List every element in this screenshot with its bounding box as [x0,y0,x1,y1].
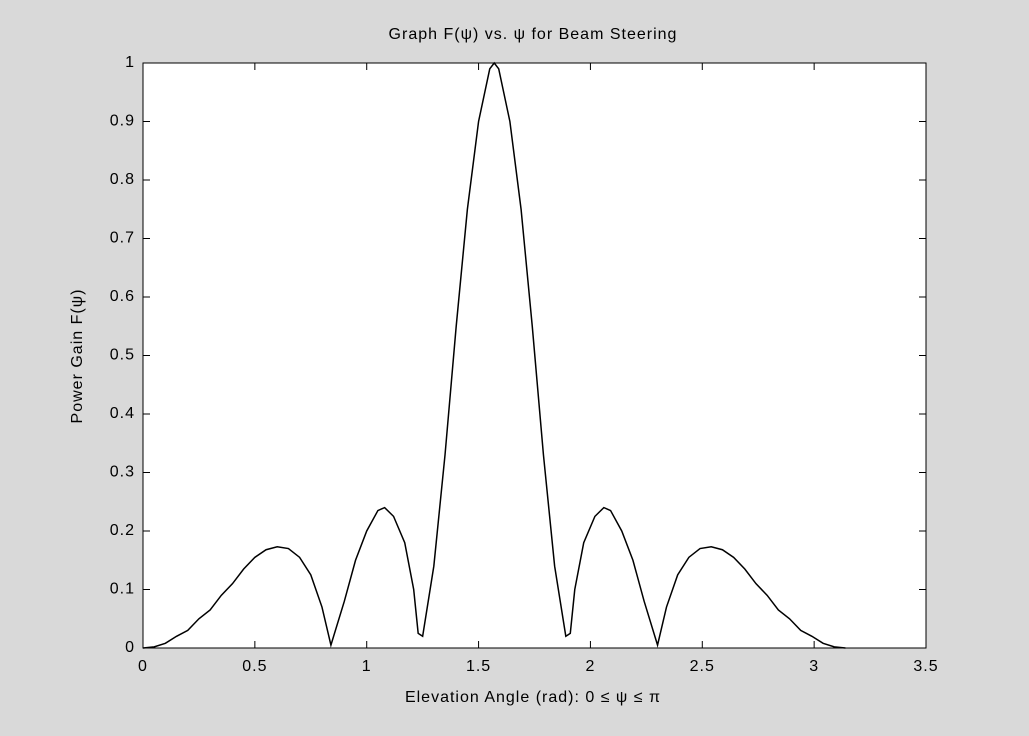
y-tick-label: 0.5 [110,347,135,364]
chart-title: Graph F(ψ) vs. ψ for Beam Steering [389,26,678,43]
x-tick-label: 1 [362,658,372,675]
x-tick-label: 3.5 [913,658,938,675]
y-tick-label: 0.9 [110,113,135,130]
x-tick-label: 2 [585,658,595,675]
y-tick-label: 0.3 [110,464,135,481]
y-tick-label: 0.6 [110,288,135,305]
x-tick-label: 2.5 [690,658,715,675]
y-axis-label: Power Gain F(ψ) [69,289,86,424]
x-axis-label: Elevation Angle (rad): 0 ≤ ψ ≤ π [405,689,661,706]
y-tick-label: 0.8 [110,171,135,188]
x-tick-label: 0.5 [242,658,267,675]
data-line [142,61,846,649]
y-tick-label: 0.2 [110,522,135,539]
x-tick-label: 1.5 [466,658,491,675]
x-tick-label: 0 [138,658,148,675]
x-tick-label: 3 [809,658,819,675]
y-tick-label: 0 [125,639,135,656]
y-tick-label: 0.1 [110,581,135,598]
y-tick-label: 1 [125,54,135,71]
y-tick-label: 0.7 [110,230,135,247]
y-tick-label: 0.4 [110,405,135,422]
